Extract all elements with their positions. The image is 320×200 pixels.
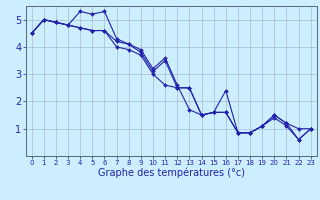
X-axis label: Graphe des températures (°c): Graphe des températures (°c) bbox=[98, 168, 245, 178]
